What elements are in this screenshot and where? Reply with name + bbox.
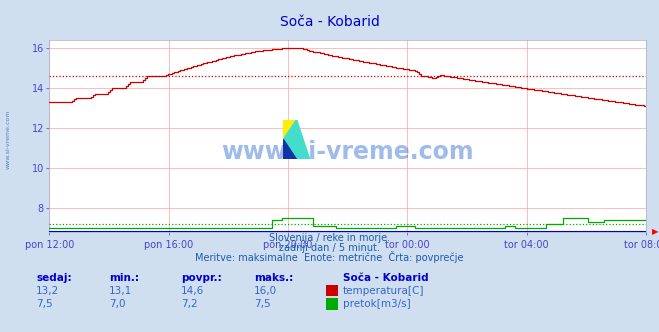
Text: Soča - Kobarid: Soča - Kobarid	[279, 15, 380, 29]
Text: 14,6: 14,6	[181, 286, 204, 296]
Text: ▶: ▶	[652, 227, 658, 236]
Polygon shape	[283, 139, 297, 159]
Text: www.si-vreme.com: www.si-vreme.com	[5, 110, 11, 169]
Polygon shape	[283, 120, 310, 159]
Text: 16,0: 16,0	[254, 286, 277, 296]
Text: min.:: min.:	[109, 273, 139, 283]
Text: Slovenija / reke in morje.: Slovenija / reke in morje.	[269, 233, 390, 243]
Text: 13,1: 13,1	[109, 286, 132, 296]
Text: 13,2: 13,2	[36, 286, 59, 296]
Text: 7,5: 7,5	[254, 299, 270, 309]
Text: temperatura[C]: temperatura[C]	[343, 286, 424, 296]
Text: Soča - Kobarid: Soča - Kobarid	[343, 273, 428, 283]
Text: 7,5: 7,5	[36, 299, 53, 309]
Text: zadnji dan / 5 minut.: zadnji dan / 5 minut.	[279, 243, 380, 253]
Text: Meritve: maksimalne  Enote: metrične  Črta: povprečje: Meritve: maksimalne Enote: metrične Črta…	[195, 251, 464, 263]
Text: 7,2: 7,2	[181, 299, 198, 309]
Text: 7,0: 7,0	[109, 299, 125, 309]
Text: pretok[m3/s]: pretok[m3/s]	[343, 299, 411, 309]
Text: maks.:: maks.:	[254, 273, 293, 283]
Text: sedaj:: sedaj:	[36, 273, 72, 283]
Polygon shape	[283, 120, 297, 139]
Text: www.si-vreme.com: www.si-vreme.com	[221, 139, 474, 164]
Text: povpr.:: povpr.:	[181, 273, 222, 283]
